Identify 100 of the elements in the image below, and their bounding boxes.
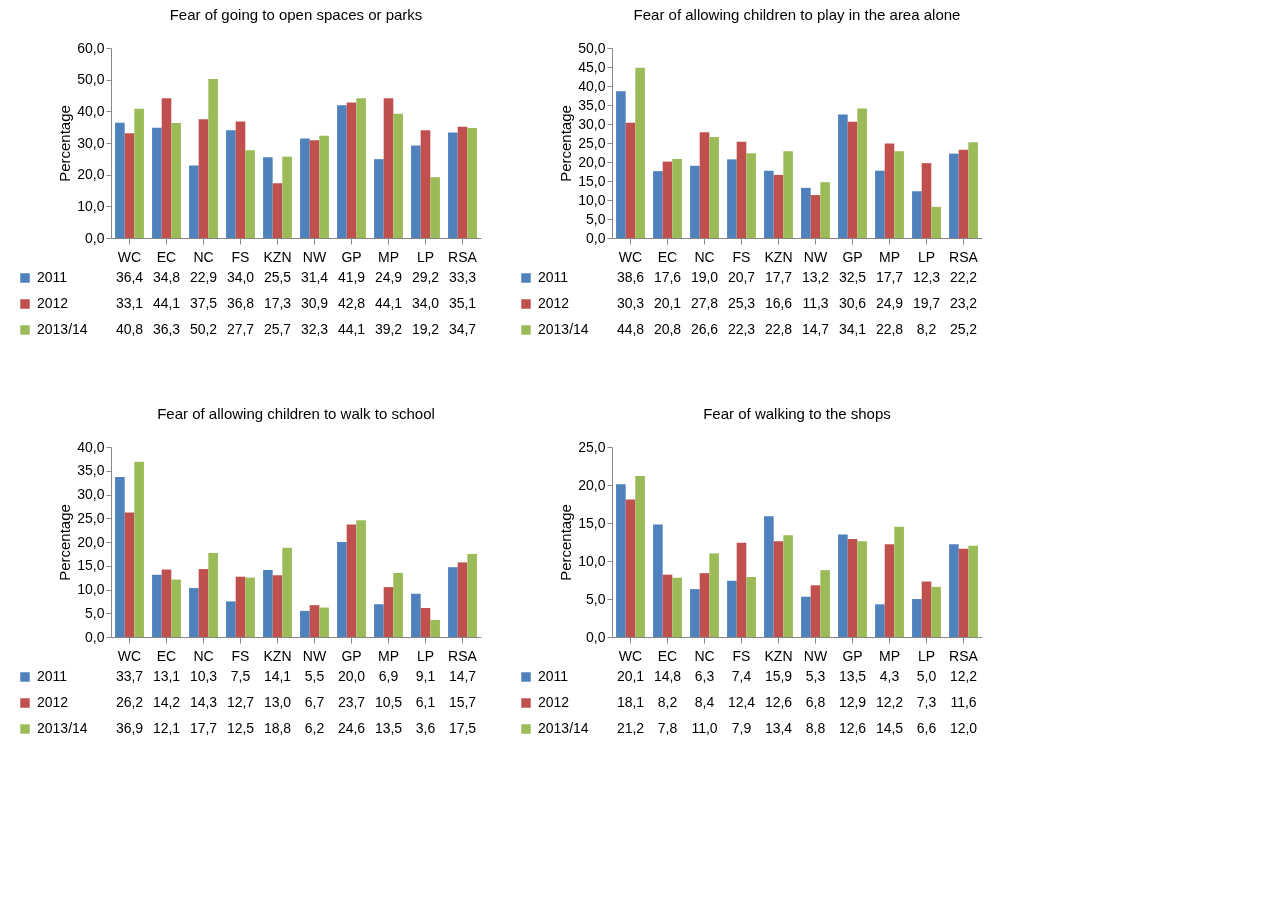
- data-label: 12,6: [838, 720, 867, 736]
- x-tick-label: FS: [732, 647, 751, 664]
- data-label: 22,3: [727, 321, 756, 337]
- data-label: 20,1: [616, 668, 645, 684]
- y-tick-label: 30,0: [77, 134, 105, 151]
- data-label: 20,7: [727, 269, 756, 285]
- x-tick-label: KZN: [764, 248, 793, 265]
- bar: [356, 98, 366, 238]
- bar: [152, 574, 162, 637]
- bar: [124, 512, 135, 637]
- data-label: 5,5: [304, 668, 325, 684]
- y-axis-title: Percentage: [56, 105, 74, 182]
- data-label: 12,3: [912, 269, 941, 285]
- x-tick-label: NC: [694, 248, 715, 265]
- data-label: 12,6: [764, 694, 793, 710]
- data-label: 16,6: [764, 295, 793, 311]
- data-label: 23,2: [949, 295, 978, 311]
- x-tick-label: FS: [732, 248, 751, 265]
- y-tick-label: 15,0: [77, 557, 105, 574]
- x-tick-label: RSA: [448, 647, 478, 664]
- bar: [838, 114, 848, 238]
- data-label: 17,3: [263, 295, 292, 311]
- bar: [857, 541, 867, 637]
- data-label: 25,5: [263, 269, 292, 285]
- bar: [300, 610, 310, 637]
- bar: [727, 580, 737, 637]
- bar: [875, 604, 885, 637]
- bar: [309, 605, 320, 637]
- x-tick-label: EC: [657, 647, 678, 664]
- data-label: 22,2: [949, 269, 978, 285]
- data-label: 41,9: [337, 269, 366, 285]
- bar: [309, 140, 320, 238]
- bar: [921, 581, 932, 637]
- y-tick-label: 20,0: [77, 533, 105, 550]
- y-tick-label: 5,0: [586, 210, 606, 227]
- bar: [272, 183, 283, 238]
- data-label: 8,2: [657, 694, 678, 710]
- bar: [931, 586, 941, 637]
- bar: [690, 165, 700, 238]
- y-tick-label: 10,0: [578, 552, 606, 569]
- data-label: 12,2: [875, 694, 904, 710]
- bar: [810, 195, 821, 238]
- data-label: 40,8: [115, 321, 144, 337]
- x-tick-label: NC: [694, 647, 715, 664]
- bar: [783, 535, 793, 637]
- data-label: 12,0: [949, 720, 978, 736]
- bar: [810, 585, 821, 637]
- bar: [198, 569, 209, 637]
- bar: [838, 534, 848, 637]
- bar: [912, 191, 922, 238]
- bar: [746, 576, 756, 637]
- data-label: 17,7: [875, 269, 904, 285]
- bar: [189, 165, 199, 238]
- legend-label: 2012: [538, 295, 570, 311]
- x-tick-label: KZN: [263, 647, 292, 664]
- data-label: 11,6: [950, 694, 977, 710]
- x-tick-label: WC: [117, 647, 142, 664]
- bar: [383, 98, 394, 238]
- y-tick-label: 5,0: [586, 590, 606, 607]
- data-label: 29,2: [411, 269, 440, 285]
- x-tick-label: LP: [416, 647, 435, 664]
- bar: [356, 520, 366, 637]
- bar: [245, 577, 255, 637]
- data-label: 14,2: [152, 694, 181, 710]
- data-label: 44,1: [152, 295, 181, 311]
- y-tick-label: 60,0: [77, 39, 105, 56]
- bar: [968, 142, 978, 238]
- bar: [171, 579, 181, 637]
- data-label: 12,1: [152, 720, 181, 736]
- data-label: 39,2: [374, 321, 403, 337]
- x-tick-label: WC: [117, 248, 142, 265]
- data-label: 13,4: [764, 720, 793, 736]
- data-label: 17,7: [189, 720, 218, 736]
- bar: [235, 121, 246, 238]
- data-label: 30,9: [300, 295, 329, 311]
- data-label: 27,7: [226, 321, 255, 337]
- data-label: 8,2: [916, 321, 937, 337]
- bar: [226, 601, 236, 637]
- data-label: 12,5: [226, 720, 255, 736]
- bar: [912, 599, 922, 637]
- x-tick-label: FS: [231, 248, 250, 265]
- x-tick-label: KZN: [263, 248, 292, 265]
- bar: [727, 159, 737, 238]
- bar: [457, 126, 468, 238]
- data-label: 8,4: [694, 694, 715, 710]
- bar: [420, 130, 431, 238]
- data-label: 12,7: [226, 694, 255, 710]
- x-tick-label: NW: [803, 248, 828, 265]
- bar: [319, 607, 329, 637]
- y-tick-label: 10,0: [578, 191, 606, 208]
- y-tick-label: 10,0: [77, 197, 105, 214]
- chart-title: Fear of walking to the shops: [703, 405, 891, 422]
- y-tick-label: 0,0: [586, 628, 606, 645]
- data-label: 13,1: [152, 668, 181, 684]
- x-tick-label: MP: [378, 647, 399, 664]
- bar: [653, 524, 663, 637]
- bar: [773, 541, 784, 637]
- x-tick-label: NW: [302, 248, 327, 265]
- x-tick-label: WC: [618, 248, 643, 265]
- bar: [958, 149, 969, 238]
